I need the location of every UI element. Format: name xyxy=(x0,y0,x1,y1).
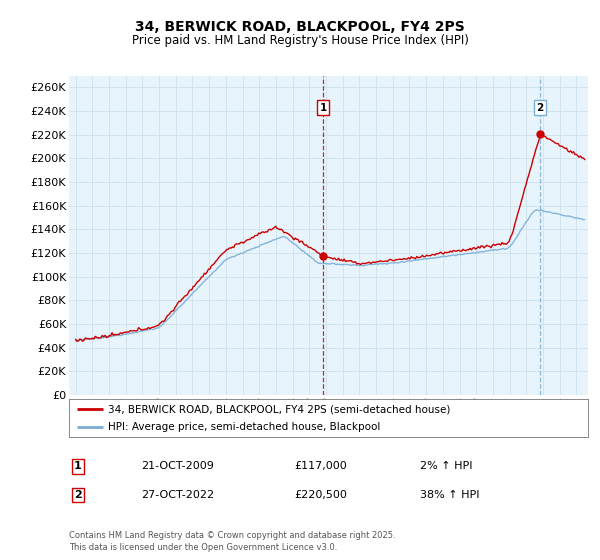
Text: 2: 2 xyxy=(536,102,544,113)
Text: 34, BERWICK ROAD, BLACKPOOL, FY4 2PS: 34, BERWICK ROAD, BLACKPOOL, FY4 2PS xyxy=(135,20,465,34)
Text: £220,500: £220,500 xyxy=(294,490,347,500)
Text: 34, BERWICK ROAD, BLACKPOOL, FY4 2PS (semi-detached house): 34, BERWICK ROAD, BLACKPOOL, FY4 2PS (se… xyxy=(108,404,450,414)
Text: 27-OCT-2022: 27-OCT-2022 xyxy=(141,490,214,500)
Text: 38% ↑ HPI: 38% ↑ HPI xyxy=(420,490,479,500)
Text: HPI: Average price, semi-detached house, Blackpool: HPI: Average price, semi-detached house,… xyxy=(108,422,380,432)
Text: Contains HM Land Registry data © Crown copyright and database right 2025.
This d: Contains HM Land Registry data © Crown c… xyxy=(69,531,395,552)
Text: £117,000: £117,000 xyxy=(294,461,347,472)
Text: 21-OCT-2009: 21-OCT-2009 xyxy=(141,461,214,472)
Text: Price paid vs. HM Land Registry's House Price Index (HPI): Price paid vs. HM Land Registry's House … xyxy=(131,34,469,46)
Text: 2% ↑ HPI: 2% ↑ HPI xyxy=(420,461,473,472)
Text: 2: 2 xyxy=(74,490,82,500)
Text: 1: 1 xyxy=(319,102,326,113)
Text: 1: 1 xyxy=(74,461,82,472)
